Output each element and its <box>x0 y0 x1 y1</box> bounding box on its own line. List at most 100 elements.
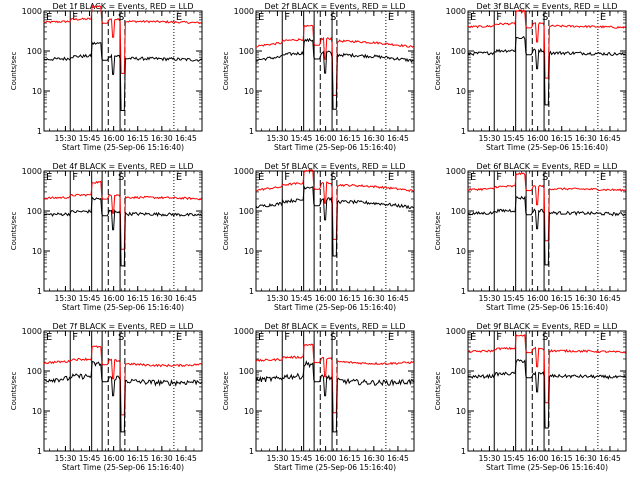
x-tick-label: 16:15 <box>551 294 573 303</box>
y-axis-label: Counts/sec <box>434 372 442 411</box>
x-tick-label: 16:00 <box>527 454 549 463</box>
x-axis-label: Start Time (25-Sep-06 15:16:40) <box>274 143 396 152</box>
events-series-line <box>467 195 626 266</box>
marker-label: S <box>118 332 124 343</box>
y-tick-label: 1000 <box>22 167 42 176</box>
y-tick-label: 1000 <box>446 7 466 16</box>
panel-title: Det 3f BLACK = Events, RED = LLD <box>476 2 617 11</box>
y-tick-label: 1000 <box>234 327 254 336</box>
x-tick-label: 15:30 <box>267 454 289 463</box>
x-tick-label: 16:30 <box>575 294 597 303</box>
x-tick-label: 16:45 <box>175 134 197 143</box>
marker-label: F <box>496 332 502 343</box>
events-series-line <box>467 35 626 106</box>
y-tick-label: 1 <box>37 447 42 456</box>
lld-series-line <box>255 168 414 240</box>
events-series-line <box>255 185 414 257</box>
x-tick-label: 16:45 <box>387 454 409 463</box>
events-series-line <box>255 37 414 110</box>
panel-title: Det 1f BLACK = Events, RED = LLD <box>52 2 193 11</box>
x-tick-label: 15:30 <box>55 294 77 303</box>
y-tick-label: 100 <box>451 207 466 216</box>
x-tick-label: 16:15 <box>339 134 361 143</box>
x-axis-label: Start Time (25-Sep-06 15:16:40) <box>62 463 184 472</box>
x-axis-label: Start Time (25-Sep-06 15:16:40) <box>274 463 396 472</box>
y-tick-label: 1000 <box>22 7 42 16</box>
panel-title: Det 4f BLACK = Events, RED = LLD <box>52 162 193 171</box>
y-tick-label: 10 <box>244 407 254 416</box>
plot-frame <box>43 330 203 452</box>
events-series-line <box>255 360 414 433</box>
marker-label: F <box>72 332 78 343</box>
panel-1: Det 1f BLACK = Events, RED = LLD 1 10 100 10… <box>10 2 203 152</box>
panel-title: Det 6f BLACK = Events, RED = LLD <box>476 162 617 171</box>
plot-frame <box>467 10 627 132</box>
plot-frame <box>467 170 627 292</box>
x-tick-label: 16:45 <box>599 294 621 303</box>
x-tick-label: 15:45 <box>503 454 525 463</box>
x-tick-label: 15:45 <box>291 134 313 143</box>
marker-label: F <box>284 12 290 23</box>
marker-label: E <box>176 332 182 343</box>
x-tick-label: 16:15 <box>551 454 573 463</box>
panel-8: Det 8f BLACK = Events, RED = LLD 1 10 100 10… <box>222 322 415 472</box>
x-tick-label: 16:15 <box>127 134 149 143</box>
y-tick-label: 10 <box>456 87 466 96</box>
marker-label: E <box>470 332 476 343</box>
lld-series-line <box>43 180 202 250</box>
x-tick-label: 15:45 <box>291 294 313 303</box>
y-tick-label: 1000 <box>22 327 42 336</box>
y-tick-label: 1 <box>249 447 254 456</box>
panel-title: Det 5f BLACK = Events, RED = LLD <box>264 162 405 171</box>
y-tick-label: 100 <box>239 367 254 376</box>
x-tick-label: 16:45 <box>599 134 621 143</box>
marker-label: S <box>542 12 548 23</box>
x-axis-label: Start Time (25-Sep-06 15:16:40) <box>486 143 608 152</box>
x-tick-label: 16:30 <box>151 294 173 303</box>
y-tick-label: 100 <box>27 47 42 56</box>
panel-title: Det 7f BLACK = Events, RED = LLD <box>52 322 193 331</box>
marker-label: E <box>176 12 182 23</box>
panel-5: Det 5f BLACK = Events, RED = LLD 1 10 100 10… <box>222 162 415 312</box>
x-tick-label: 16:15 <box>551 134 573 143</box>
events-series-line <box>467 359 626 429</box>
y-axis-label: Counts/sec <box>434 212 442 251</box>
panel-4: Det 4f BLACK = Events, RED = LLD 1 10 100 10… <box>10 162 203 312</box>
x-tick-label: 16:15 <box>339 454 361 463</box>
marker-label: E <box>388 172 394 183</box>
x-tick-label: 16:00 <box>527 134 549 143</box>
x-tick-label: 15:30 <box>479 454 501 463</box>
y-tick-label: 100 <box>27 367 42 376</box>
x-tick-label: 16:30 <box>151 134 173 143</box>
y-tick-label: 1 <box>249 287 254 296</box>
x-tick-label: 16:30 <box>363 454 385 463</box>
marker-label: S <box>542 172 548 183</box>
x-tick-label: 15:30 <box>267 134 289 143</box>
x-tick-label: 16:45 <box>599 454 621 463</box>
marker-label: E <box>258 172 264 183</box>
marker-label: F <box>284 172 290 183</box>
x-tick-label: 16:45 <box>387 294 409 303</box>
x-tick-label: 16:00 <box>315 454 337 463</box>
x-tick-label: 15:45 <box>79 134 101 143</box>
plot-frame <box>255 10 415 132</box>
marker-label: F <box>496 172 502 183</box>
x-tick-label: 15:30 <box>55 134 77 143</box>
x-tick-label: 15:30 <box>479 134 501 143</box>
marker-label: S <box>118 172 124 183</box>
x-tick-label: 15:30 <box>55 454 77 463</box>
plot-frame <box>43 10 203 132</box>
y-tick-label: 1000 <box>446 167 466 176</box>
marker-label: E <box>258 12 264 23</box>
marker-label: S <box>118 12 124 23</box>
y-tick-label: 100 <box>239 207 254 216</box>
marker-label: E <box>258 332 264 343</box>
plot-frame <box>255 330 415 452</box>
y-tick-label: 1 <box>461 447 466 456</box>
y-axis-label: Counts/sec <box>10 212 18 251</box>
panel-title: Det 9f BLACK = Events, RED = LLD <box>476 322 617 331</box>
y-tick-label: 10 <box>32 407 42 416</box>
marker-label: E <box>600 12 606 23</box>
x-tick-label: 16:45 <box>175 454 197 463</box>
marker-label: E <box>176 172 182 183</box>
